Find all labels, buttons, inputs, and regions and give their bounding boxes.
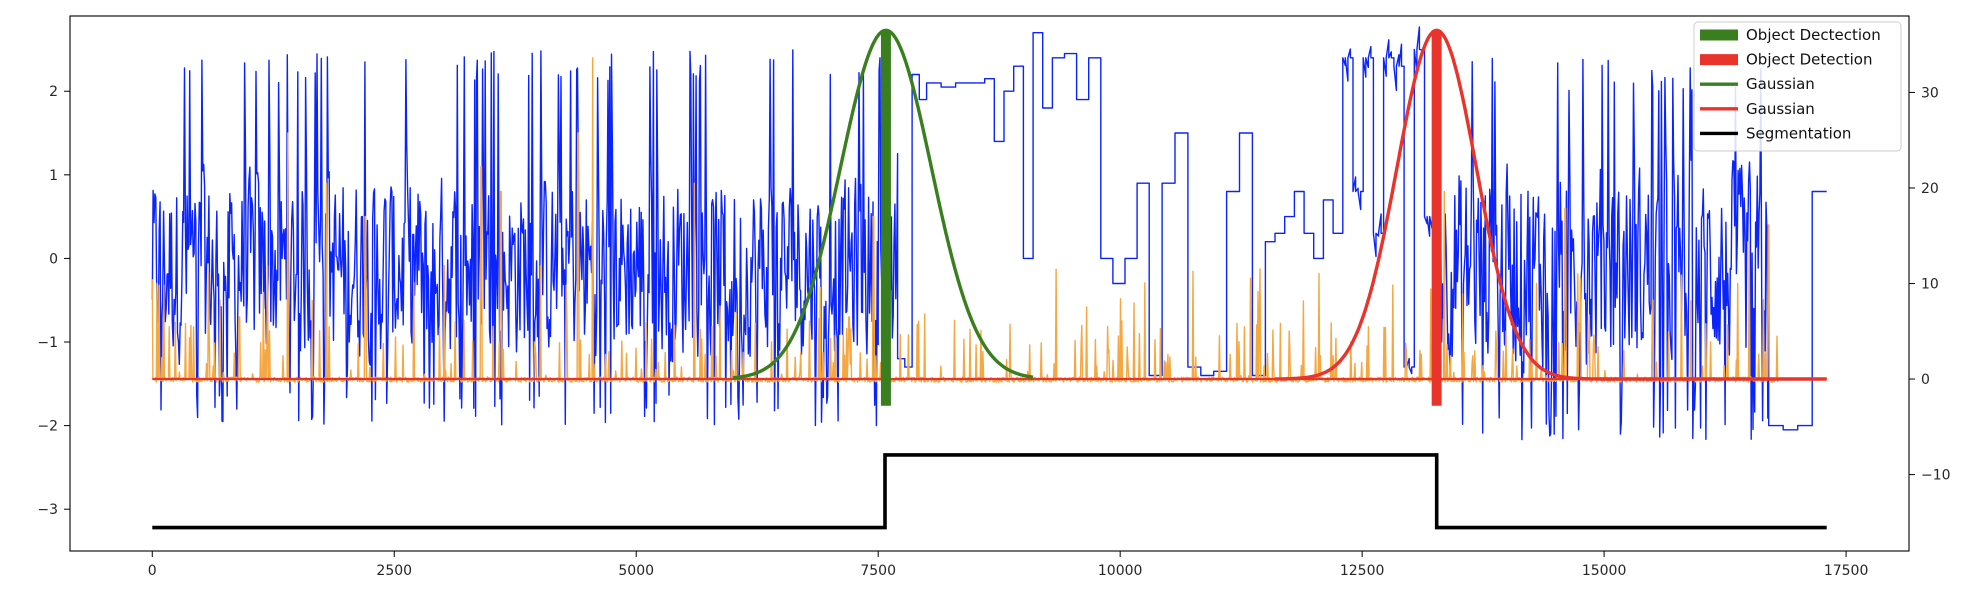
x-tick-label: 5000: [618, 563, 654, 579]
y-tick-label: 1: [49, 168, 58, 184]
legend-entry: Gaussian: [1700, 75, 1815, 93]
x-tick-label: 2500: [376, 563, 412, 579]
legend-label: Gaussian: [1746, 75, 1815, 93]
legend-box: [1693, 21, 1902, 152]
y-tick-label: 0: [49, 251, 58, 267]
x-tick-label: 10000: [1098, 563, 1143, 579]
segmentation-line: [152, 453, 1827, 530]
legend-label: Segmentation: [1746, 124, 1851, 142]
orange-signal-line: [151, 57, 1779, 383]
x-tick-label: 7500: [860, 563, 896, 579]
y-tick-label: −3: [37, 502, 58, 518]
legend: Object Dectection Object Detection Gaussia…: [1693, 21, 1902, 152]
y2-tick-label: 20: [1921, 181, 1939, 197]
legend-label: Gaussian: [1746, 100, 1815, 118]
axes: 0 2500 5000 7500 10000 12500 15000 17500−3−2−10…: [37, 15, 1951, 579]
y2-tick-label: 10: [1921, 277, 1939, 293]
y-tick-label: −1: [37, 335, 58, 351]
legend-entry: Object Dectection: [1700, 26, 1881, 44]
y2-tick-label: 30: [1921, 85, 1939, 101]
y2-tick-label: −10: [1921, 468, 1951, 484]
plot-area: [151, 26, 1827, 530]
legend-entry: Object Detection: [1700, 51, 1873, 69]
x-tick-label: 17500: [1824, 563, 1869, 579]
x-tick-label: 0: [148, 563, 157, 579]
legend-label: Object Dectection: [1746, 26, 1881, 44]
x-tick-label: 12500: [1340, 563, 1385, 579]
blue-signal-line: [151, 26, 1827, 441]
red-gaussian-curve: [1274, 28, 1827, 381]
y-tick-label: −2: [37, 419, 58, 435]
legend-entry: Segmentation: [1700, 124, 1851, 142]
y-tick-label: 2: [49, 84, 58, 100]
x-tick-label: 15000: [1582, 563, 1627, 579]
legend-entry: Gaussian: [1700, 100, 1815, 118]
legend-label: Object Detection: [1746, 51, 1873, 69]
y2-tick-label: 0: [1921, 372, 1930, 388]
